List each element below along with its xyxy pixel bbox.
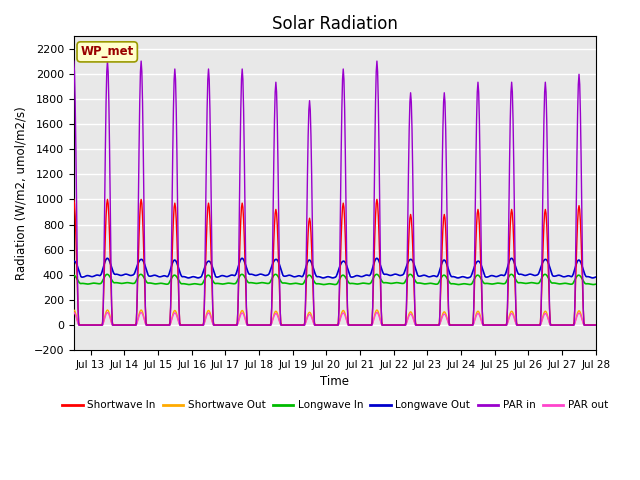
X-axis label: Time: Time <box>320 375 349 388</box>
Y-axis label: Radiation (W/m2, umol/m2/s): Radiation (W/m2, umol/m2/s) <box>15 106 28 280</box>
Text: WP_met: WP_met <box>81 46 134 59</box>
Title: Solar Radiation: Solar Radiation <box>272 15 397 33</box>
Legend: Shortwave In, Shortwave Out, Longwave In, Longwave Out, PAR in, PAR out: Shortwave In, Shortwave Out, Longwave In… <box>58 396 612 415</box>
